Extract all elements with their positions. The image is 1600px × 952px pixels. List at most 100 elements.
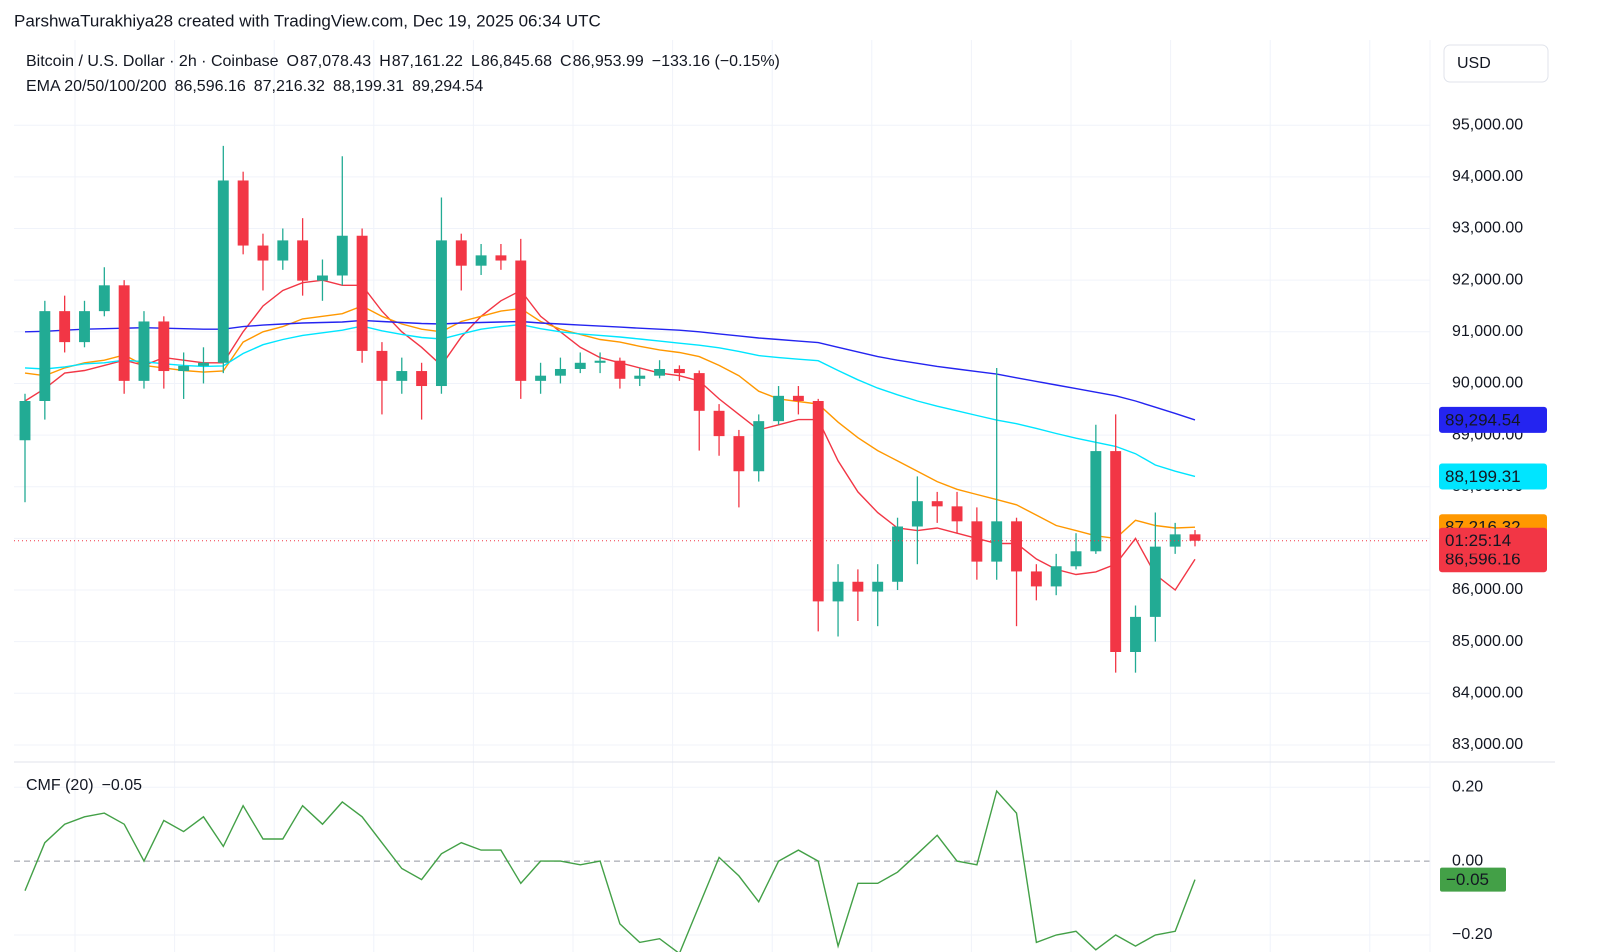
y-tick-label: 94,000.00	[1452, 168, 1523, 185]
currency[interactable]: USD	[1457, 55, 1491, 72]
ema-value: 86,596.16	[175, 78, 246, 95]
ema-line	[24, 319, 1196, 421]
candle-body	[1030, 571, 1042, 587]
candle-body	[535, 375, 547, 381]
candle-body	[39, 311, 51, 401]
candle-body	[118, 285, 130, 381]
author-line: ParshwaTurakhiya28 created with TradingV…	[14, 11, 601, 30]
cmf-badge	[1440, 867, 1506, 892]
candle-body	[634, 375, 646, 379]
plot	[19, 145, 1201, 673]
candle-body	[475, 255, 487, 266]
ema-badge-text: 88,199.31	[1445, 467, 1521, 486]
candle-body	[951, 506, 963, 522]
candle-body	[495, 255, 507, 261]
y-tick-label: 84,000.00	[1452, 685, 1523, 702]
candle-body	[515, 260, 527, 381]
y-tick-label: 86,000.00	[1452, 581, 1523, 598]
candle-body	[19, 401, 31, 441]
ema-line	[24, 323, 1196, 478]
candle-body	[931, 501, 943, 507]
change-label: −133.16 (−0.15%)	[652, 53, 780, 70]
candle-body	[1090, 451, 1102, 552]
ema-badge-text: 86,596.16	[1445, 550, 1521, 569]
candle-body	[138, 321, 150, 381]
ohlc-value: 87,078.43	[300, 53, 371, 70]
candle-body	[872, 581, 884, 592]
ema-value: 88,199.31	[333, 78, 404, 95]
candle-body	[317, 275, 328, 281]
candle-body	[59, 311, 71, 343]
candle-body	[1110, 451, 1122, 652]
countdown-badge	[1439, 527, 1547, 554]
y-tick-label: 91,000.00	[1452, 323, 1523, 340]
cmf-title: CMF (20)	[26, 777, 94, 794]
cmf-value: −0.05	[102, 777, 143, 794]
candle-body	[178, 365, 190, 372]
candle-body	[733, 436, 745, 472]
plot	[24, 789, 1196, 952]
candle-body	[911, 501, 923, 527]
candle-body	[892, 526, 903, 582]
candle-body	[1011, 521, 1022, 572]
candle-body	[297, 240, 309, 281]
y-tick-label: 95,000.00	[1452, 116, 1523, 133]
countdown-badge-text: 01:25:14	[1445, 531, 1511, 550]
candle-body	[1130, 616, 1141, 652]
candle-body	[435, 240, 447, 387]
ohlc-value: 87,161.22	[392, 53, 463, 70]
ema-value: 89,294.54	[412, 78, 483, 95]
candle-body	[812, 401, 824, 602]
ohlc-letter: C	[560, 53, 572, 70]
y-tick-label: −0.20	[1452, 926, 1493, 943]
y-tick-label: 85,000.00	[1452, 633, 1523, 650]
candle-body	[1189, 534, 1201, 541]
y-tick-label: 83,000.00	[1452, 736, 1523, 753]
candle-body	[713, 410, 725, 437]
candle-body	[237, 180, 249, 246]
candle-body	[1169, 534, 1181, 547]
candle-body	[158, 321, 170, 372]
y-tick-label: 0.00	[1452, 852, 1483, 869]
candle-body	[614, 360, 626, 379]
indicator-title: EMA 20/50/100/200	[26, 78, 167, 95]
candle-body	[673, 368, 685, 374]
candle-body	[1149, 546, 1161, 617]
candle-body	[376, 350, 388, 381]
candle-body	[773, 395, 785, 422]
candle-body	[277, 240, 289, 261]
candle-body	[1070, 551, 1082, 567]
candle-body	[356, 235, 368, 351]
candle-body	[554, 368, 566, 376]
candle-body	[574, 362, 586, 369]
y-tick-label: 93,000.00	[1452, 220, 1523, 237]
ema-badge	[1439, 406, 1547, 433]
ema-value: 87,216.32	[254, 78, 325, 95]
candle-body	[792, 395, 804, 401]
candle-body	[455, 240, 467, 266]
candle-body	[991, 521, 1003, 562]
candle-body	[257, 245, 269, 261]
ohlc-value: 86,953.99	[573, 53, 644, 70]
ema-line	[24, 305, 1196, 540]
ohlc-letter: H	[379, 53, 391, 70]
candle-body	[832, 581, 844, 602]
candle-body	[336, 235, 348, 276]
symbol-title: Bitcoin / U.S. Dollar · 2h · Coinbase	[26, 53, 279, 70]
y-tick-label: 0.20	[1452, 778, 1483, 795]
candle-body	[416, 371, 428, 387]
candle-body	[79, 311, 90, 343]
y-tick-label: 92,000.00	[1452, 271, 1523, 288]
currency-button[interactable]	[1443, 44, 1549, 83]
candle-body	[1050, 566, 1062, 587]
candle-body	[654, 368, 666, 376]
ohlc-letter: L	[471, 53, 480, 70]
cmf-badge-text: −0.05	[1446, 870, 1489, 889]
candle-body	[594, 360, 606, 363]
candle-body	[971, 521, 983, 562]
ohlc-value: 86,845.68	[481, 53, 552, 70]
grid	[14, 40, 1430, 952]
candle-body	[852, 581, 864, 592]
